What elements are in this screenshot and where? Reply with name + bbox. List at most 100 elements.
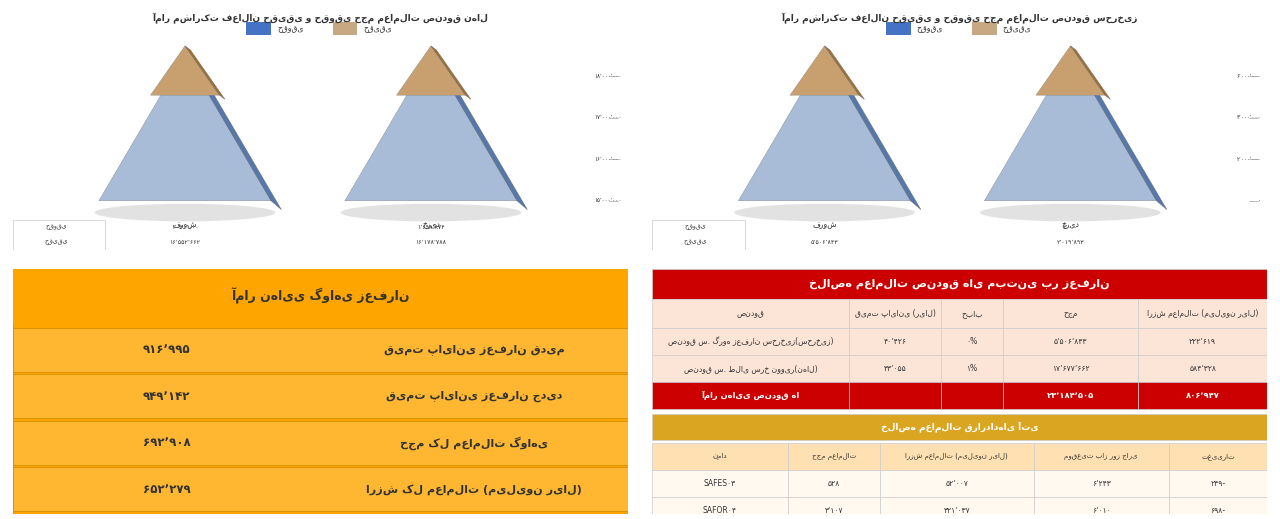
Text: SAFES۰۳: SAFES۰۳	[704, 479, 736, 488]
FancyBboxPatch shape	[1002, 382, 1138, 408]
FancyBboxPatch shape	[13, 221, 105, 250]
Text: ۹۱۶٬۹۹۵: ۹۱۶٬۹۹۵	[142, 344, 191, 357]
Text: ۵۸۴٬۳۲۸: ۵۸۴٬۳۲۸	[1189, 364, 1216, 373]
FancyBboxPatch shape	[1033, 497, 1169, 519]
Text: حقیقی: حقیقی	[684, 240, 707, 245]
Polygon shape	[186, 46, 225, 99]
Text: آمار مشارکت فعالان حقیقی و حقوقی حجم معاملات صندوق نهال: آمار مشارکت فعالان حقیقی و حقوقی حجم معا…	[152, 12, 488, 23]
Text: موقعیت باز روز جاری: موقعیت باز روز جاری	[1065, 453, 1138, 460]
Text: ۱۷٬۰۰۰٬۰۰۰: ۱۷٬۰۰۰٬۰۰۰	[594, 115, 622, 120]
Polygon shape	[431, 54, 527, 210]
Text: آمار مشارکت فعالان حقیقی و حقوقی حجم معاملات صندوق سحرخیز: آمار مشارکت فعالان حقیقی و حقوقی حجم معا…	[782, 12, 1138, 23]
FancyBboxPatch shape	[849, 328, 941, 355]
FancyBboxPatch shape	[13, 467, 627, 511]
Text: قیمت پایانی زعفران جدید: قیمت پایانی زعفران جدید	[385, 391, 562, 402]
Text: ۵٬۵۰۶٬۸۴۳: ۵٬۵۰۶٬۸۴۳	[810, 240, 838, 245]
FancyBboxPatch shape	[13, 269, 627, 514]
Polygon shape	[984, 54, 1157, 201]
Text: حقیقی: حقیقی	[364, 24, 392, 33]
FancyBboxPatch shape	[653, 382, 849, 408]
Text: ۱۸٬۰۰۰٬۰۰۰: ۱۸٬۰۰۰٬۰۰۰	[594, 74, 622, 78]
Text: ۱٬۶۹۸٬۸۷۴: ۱٬۶۹۸٬۸۷۴	[417, 225, 444, 230]
Text: حقیقی: حقیقی	[1002, 24, 1032, 33]
Polygon shape	[344, 54, 517, 201]
FancyBboxPatch shape	[941, 355, 1002, 382]
Text: ۶۹۸-: ۶۹۸-	[1211, 506, 1225, 515]
Text: ارزش معاملات (میلیون ریال): ارزش معاملات (میلیون ریال)	[1147, 309, 1258, 318]
FancyBboxPatch shape	[653, 497, 787, 519]
FancyBboxPatch shape	[879, 470, 1033, 497]
FancyBboxPatch shape	[1138, 328, 1267, 355]
Text: آمار نهایی گواهی زعفران: آمار نهایی گواهی زعفران	[230, 288, 410, 304]
Bar	[333, 22, 357, 35]
Bar	[247, 22, 271, 35]
Bar	[886, 22, 910, 35]
FancyBboxPatch shape	[1169, 443, 1267, 470]
Text: ۴٬۰۰۰٬۰۰۰: ۴٬۰۰۰٬۰۰۰	[1236, 115, 1261, 120]
Text: حباب: حباب	[961, 309, 983, 318]
Ellipse shape	[340, 204, 521, 221]
Text: نماد: نماد	[713, 453, 727, 460]
Polygon shape	[824, 54, 920, 210]
Text: حقوقی: حقوقی	[916, 24, 943, 33]
Text: ارزش معاملات (میلیون ریال): ارزش معاملات (میلیون ریال)	[905, 453, 1009, 460]
Text: ۱%: ۱%	[966, 364, 978, 373]
Text: ۶٬۰۰۰٬۰۰۰: ۶٬۰۰۰٬۰۰۰	[1236, 74, 1261, 78]
Text: حقیقی: حقیقی	[44, 240, 68, 245]
Text: ۲٬۰۰۰٬۰۰۰: ۲٬۰۰۰٬۰۰۰	[1236, 157, 1261, 162]
Text: حقوقی: حقوقی	[685, 225, 707, 230]
Text: ۱۶٬۱۷۸٬۷۸۸: ۱۶٬۱۷۸٬۷۸۸	[416, 240, 447, 245]
FancyBboxPatch shape	[1002, 298, 1138, 328]
FancyBboxPatch shape	[1002, 328, 1138, 355]
Text: ۳۲۱٬۰۳۷: ۳۲۱٬۰۳۷	[943, 506, 970, 515]
FancyBboxPatch shape	[787, 470, 879, 497]
FancyBboxPatch shape	[653, 269, 1267, 298]
FancyBboxPatch shape	[653, 221, 745, 250]
FancyBboxPatch shape	[849, 355, 941, 382]
FancyBboxPatch shape	[1033, 443, 1169, 470]
Bar	[972, 22, 997, 35]
Text: فروش: فروش	[173, 221, 197, 229]
Text: ۰: ۰	[1258, 198, 1261, 203]
Text: صندوق: صندوق	[737, 309, 764, 318]
FancyBboxPatch shape	[1138, 382, 1267, 408]
Text: ۹۴۹٬۱۴۲: ۹۴۹٬۱۴۲	[143, 390, 191, 403]
Text: ۰%: ۰%	[966, 337, 978, 346]
Text: ۶۹۲٬۹۰۸: ۶۹۲٬۹۰۸	[142, 436, 191, 449]
Text: قیمت پایانی زعفران قدیم: قیمت پایانی زعفران قدیم	[384, 345, 564, 356]
Text: ۳۳٬۰۵۵: ۳۳٬۰۵۵	[883, 364, 906, 373]
Text: ۲۲۲٬۶۱۹: ۲۲۲٬۶۱۹	[1189, 337, 1216, 346]
FancyBboxPatch shape	[653, 328, 849, 355]
Polygon shape	[1036, 46, 1105, 95]
Text: ۱۷٬۶۷۷٬۶۶۲: ۱۷٬۶۷۷٬۶۶۲	[1052, 364, 1089, 373]
FancyBboxPatch shape	[13, 421, 627, 465]
Text: خلاصه معاملات صندوق های مبتنی بر زعفران: خلاصه معاملات صندوق های مبتنی بر زعفران	[809, 279, 1110, 289]
FancyBboxPatch shape	[941, 382, 1002, 408]
FancyBboxPatch shape	[1138, 355, 1267, 382]
Text: ۲٬۰۱۹٬۸۹۳: ۲٬۰۱۹٬۸۹۳	[1056, 240, 1084, 245]
Text: خرید: خرید	[1061, 221, 1079, 229]
Text: ۵۲۸: ۵۲۸	[827, 479, 840, 488]
Polygon shape	[431, 46, 471, 99]
FancyBboxPatch shape	[13, 328, 627, 372]
FancyBboxPatch shape	[879, 497, 1033, 519]
Text: ۵۲٬۰۰۷: ۵۲٬۰۰۷	[945, 479, 968, 488]
Text: خرید: خرید	[422, 221, 440, 229]
FancyBboxPatch shape	[653, 298, 849, 328]
Text: قیمت پایانی (ریال): قیمت پایانی (ریال)	[855, 309, 936, 318]
FancyBboxPatch shape	[653, 355, 849, 382]
Text: ۶٬۲۴۳: ۶٬۲۴۳	[1092, 479, 1111, 488]
Text: صندوق س. گروه زعفران سحرخیز(سحرخیز): صندوق س. گروه زعفران سحرخیز(سحرخیز)	[668, 337, 833, 346]
Text: حجم: حجم	[1064, 309, 1078, 318]
FancyBboxPatch shape	[849, 298, 941, 328]
Text: فروش: فروش	[812, 221, 837, 229]
FancyBboxPatch shape	[13, 269, 627, 323]
Ellipse shape	[980, 204, 1161, 221]
Polygon shape	[99, 54, 271, 201]
Text: تغییرات: تغییرات	[1201, 453, 1235, 460]
FancyBboxPatch shape	[1169, 497, 1267, 519]
FancyBboxPatch shape	[879, 443, 1033, 470]
Text: حجم کل معاملات گواهی: حجم کل معاملات گواهی	[399, 436, 548, 449]
Text: خلاصه معاملات قراردادهای آتی: خلاصه معاملات قراردادهای آتی	[881, 421, 1038, 432]
Text: حقوقی: حقوقی	[278, 24, 303, 33]
